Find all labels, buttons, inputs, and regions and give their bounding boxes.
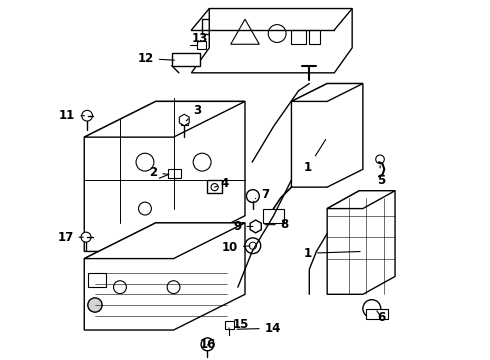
Circle shape bbox=[139, 202, 151, 215]
Text: 9: 9 bbox=[233, 220, 253, 233]
Circle shape bbox=[193, 153, 211, 171]
Bar bbox=[225, 321, 234, 329]
Bar bbox=[207, 180, 222, 193]
Circle shape bbox=[167, 281, 180, 294]
Text: 1: 1 bbox=[304, 247, 360, 260]
Circle shape bbox=[249, 242, 256, 249]
Circle shape bbox=[268, 24, 286, 42]
Text: 10: 10 bbox=[221, 240, 250, 254]
Circle shape bbox=[82, 111, 93, 121]
Polygon shape bbox=[327, 191, 395, 294]
Bar bbox=[263, 208, 284, 223]
Text: 15: 15 bbox=[229, 318, 248, 331]
Polygon shape bbox=[84, 102, 245, 251]
Circle shape bbox=[81, 232, 91, 242]
Polygon shape bbox=[292, 84, 363, 102]
Text: 17: 17 bbox=[57, 231, 83, 244]
Circle shape bbox=[114, 281, 126, 294]
Polygon shape bbox=[84, 223, 245, 258]
Circle shape bbox=[211, 184, 218, 191]
Circle shape bbox=[88, 298, 102, 312]
Text: 4: 4 bbox=[215, 177, 228, 190]
Text: 7: 7 bbox=[255, 188, 269, 201]
Circle shape bbox=[201, 338, 214, 351]
Text: 1: 1 bbox=[304, 139, 326, 174]
Circle shape bbox=[376, 155, 384, 163]
Text: 14: 14 bbox=[237, 322, 281, 335]
Circle shape bbox=[246, 190, 259, 203]
Bar bbox=[88, 273, 106, 287]
Polygon shape bbox=[84, 102, 245, 137]
Circle shape bbox=[363, 300, 381, 318]
Polygon shape bbox=[192, 9, 352, 73]
Bar bbox=[309, 30, 320, 44]
Bar bbox=[172, 53, 200, 66]
Text: 11: 11 bbox=[59, 109, 84, 122]
Bar bbox=[367, 309, 388, 319]
Circle shape bbox=[136, 153, 154, 171]
Bar bbox=[292, 30, 306, 44]
Bar bbox=[168, 169, 181, 178]
Polygon shape bbox=[292, 84, 363, 187]
Bar bbox=[197, 41, 206, 49]
Polygon shape bbox=[179, 114, 189, 126]
Polygon shape bbox=[84, 223, 245, 330]
Text: 13: 13 bbox=[192, 32, 208, 45]
Polygon shape bbox=[231, 19, 259, 44]
Text: 3: 3 bbox=[186, 104, 201, 121]
Text: 2: 2 bbox=[149, 166, 169, 179]
Text: 8: 8 bbox=[265, 218, 289, 231]
Text: 12: 12 bbox=[138, 52, 174, 65]
Text: 5: 5 bbox=[377, 166, 386, 186]
Text: 6: 6 bbox=[377, 311, 386, 324]
Text: 16: 16 bbox=[200, 338, 217, 351]
Polygon shape bbox=[327, 191, 395, 208]
Polygon shape bbox=[250, 220, 261, 233]
Circle shape bbox=[245, 238, 261, 253]
Bar bbox=[181, 120, 188, 125]
